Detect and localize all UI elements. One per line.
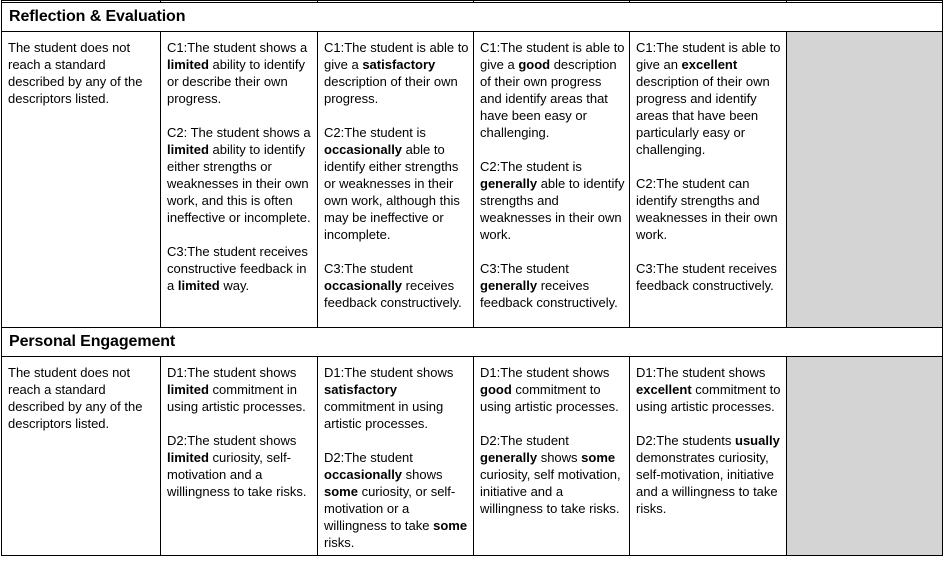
fallback-cell-personal-engagement: The student does not reach a standard de… [1,356,161,556]
fallback-cell-reflection-evaluation: The student does not reach a standard de… [1,31,161,328]
descriptor-row-personal-engagement: The student does not reach a standard de… [1,356,943,556]
rubric-cell-d-limited: D1:The student shows limited commitment … [160,356,318,556]
rubric-cell-c-limited: C1:The student shows a limited ability t… [160,31,318,328]
section-header-row: Reflection & Evaluation [1,2,943,32]
section-header-row: Personal Engagement [1,327,943,357]
section-header-reflection-evaluation: Reflection & Evaluation [1,2,943,32]
rubric-cell-c-excellent: C1:The student is able to give an excell… [629,31,787,328]
rubric-cell-d-satisfactory: D1:The student shows satisfactory commit… [317,356,474,556]
descriptor-row-reflection-evaluation: The student does not reach a standard de… [1,31,943,328]
rubric-cell-c-good: C1:The student is able to give a good de… [473,31,630,328]
rubric-cell-d-excellent: D1:The student shows excellent commitmen… [629,356,787,556]
score-cell-reflection-evaluation [786,31,943,328]
rubric-cell-c-satisfactory: C1:The student is able to give a satisfa… [317,31,474,328]
section-header-personal-engagement: Personal Engagement [1,327,943,357]
rubric-cell-d-good: D1:The student shows good commitment to … [473,356,630,556]
score-cell-personal-engagement [786,356,943,556]
